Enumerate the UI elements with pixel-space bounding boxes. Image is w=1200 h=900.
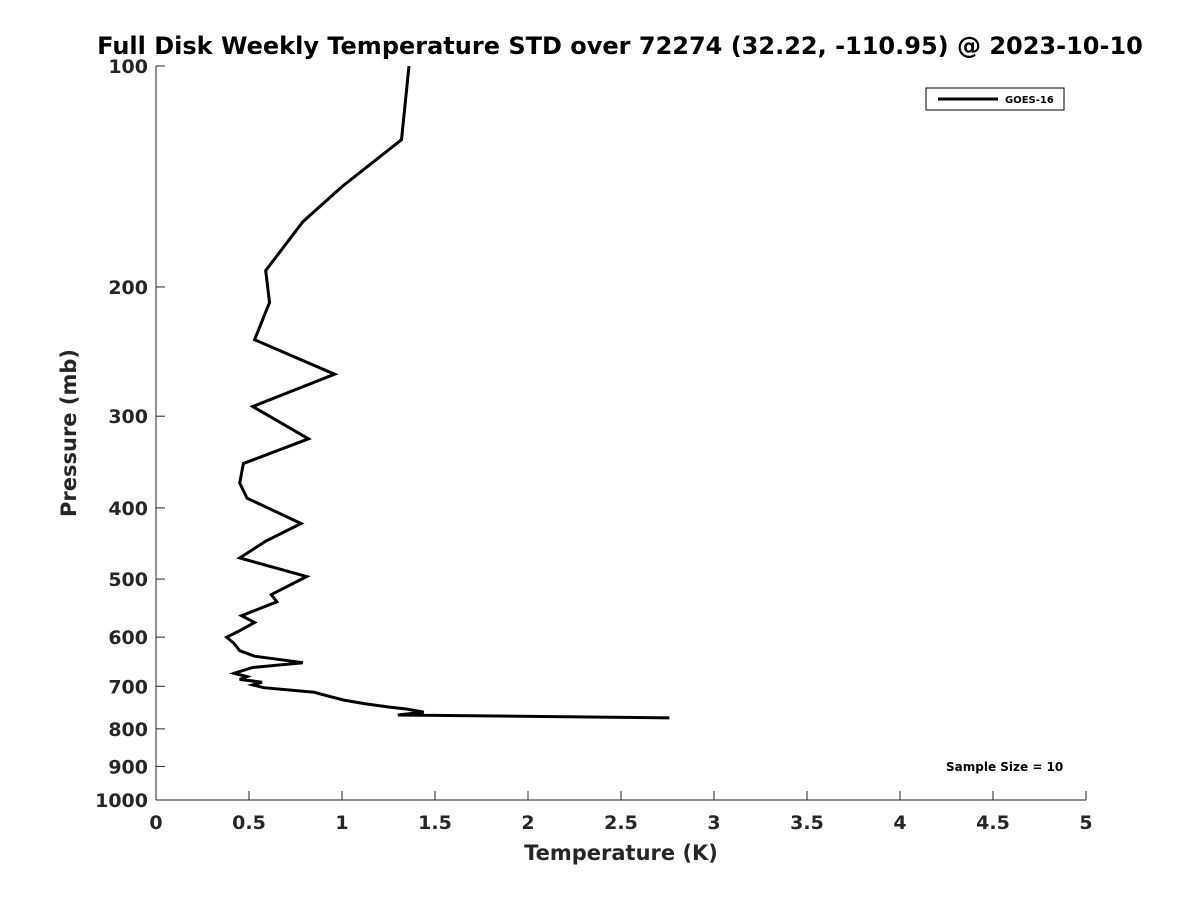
x-tick-label: 1: [335, 812, 348, 834]
y-tick-label: 300: [108, 406, 148, 428]
x-tick-label: 5: [1079, 812, 1092, 834]
y-ticks: 100 200 300 400 500 600 700 800 900 1000: [95, 56, 165, 812]
x-tick-label: 3.5: [790, 812, 824, 834]
chart-title: Full Disk Weekly Temperature STD over 72…: [97, 32, 1143, 60]
x-tick-label: 2: [521, 812, 534, 834]
y-tick-label: 500: [108, 569, 148, 591]
x-tick-label: 1.5: [418, 812, 452, 834]
y-tick-label: 700: [108, 676, 148, 698]
y-tick-label: 900: [108, 756, 148, 778]
y-tick-label: 1000: [95, 790, 148, 812]
x-tick-label: 0.5: [232, 812, 266, 834]
y-tick-label: 200: [108, 277, 148, 299]
x-ticks: 0 0.5 1 1.5 2 2.5 3 3.5 4 4.5 5: [149, 791, 1093, 834]
legend-label: GOES-16: [1005, 95, 1054, 106]
x-tick-label: 4.5: [976, 812, 1010, 834]
x-axis-label: Temperature (K): [524, 841, 718, 865]
y-axis-label: Pressure (mb): [57, 349, 81, 517]
sample-size-annotation: Sample Size = 10: [946, 760, 1063, 774]
y-tick-label: 400: [108, 498, 148, 520]
legend: GOES-16: [925, 87, 1065, 111]
y-tick-label: 800: [108, 719, 148, 741]
x-tick-label: 4: [893, 812, 906, 834]
series-line-goes-16: [224, 65, 670, 720]
y-tick-label: 600: [108, 627, 148, 649]
x-tick-label: 2.5: [604, 812, 638, 834]
x-tick-label: 0: [149, 812, 162, 834]
x-tick-label: 3: [707, 812, 720, 834]
y-tick-label: 100: [108, 56, 148, 78]
